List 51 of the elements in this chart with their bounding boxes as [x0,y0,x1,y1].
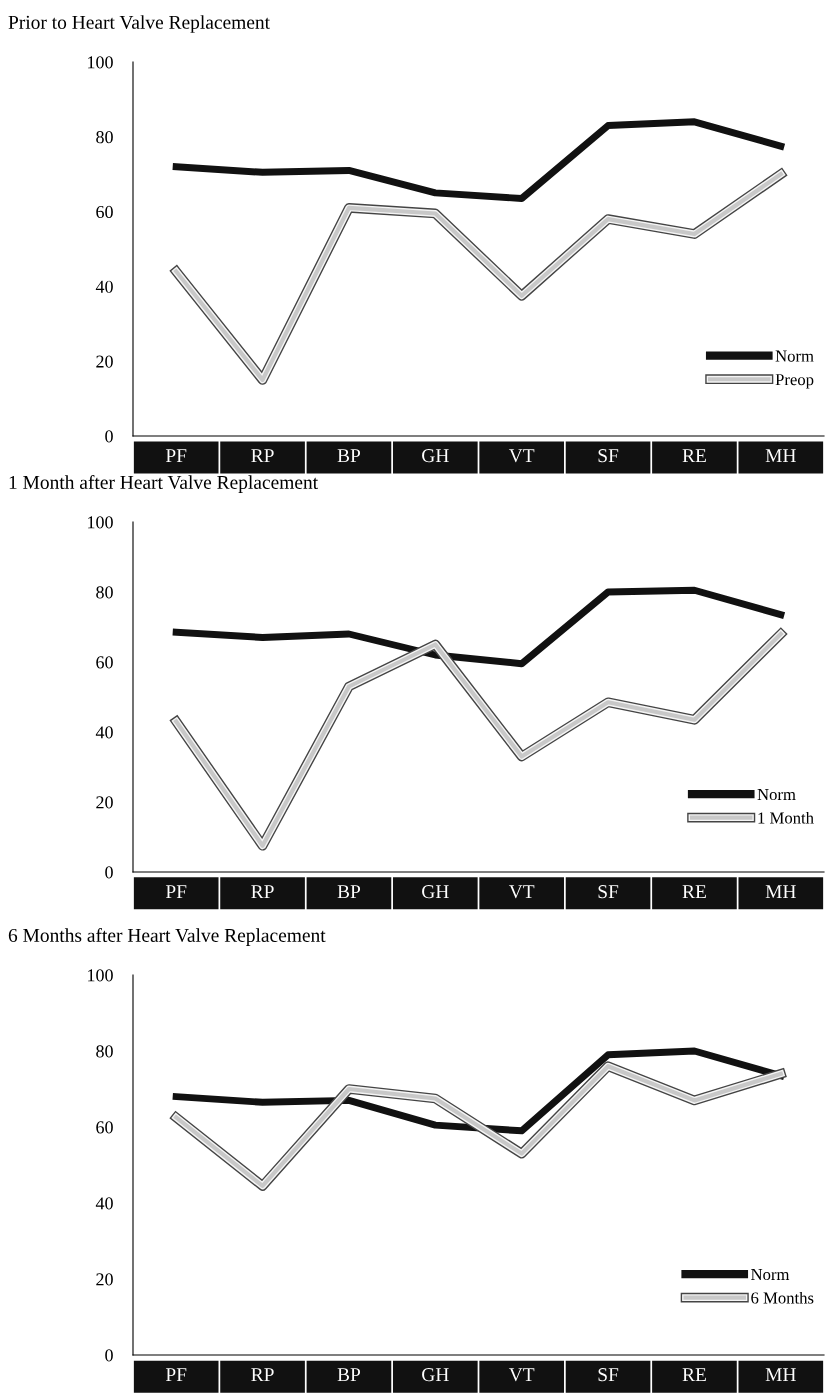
y-tick-label: 0 [105,430,113,443]
legend-label: Norm [757,788,796,801]
x-tick-label: BP [337,885,361,899]
x-tick-label: PF [165,449,187,462]
y-tick-label: 80 [96,1045,113,1058]
legend-label: Norm [751,1268,790,1281]
y-tick-label: 20 [96,796,113,809]
x-tick-label: SF [598,885,619,899]
y-tick-label: 20 [96,355,113,368]
x-tick-label: GH [422,1368,449,1382]
x-tick-label: VT [508,1368,535,1382]
x-tick-label: VT [508,885,535,899]
y-tick-label: 100 [88,516,113,529]
x-tick-label: MH [765,449,796,462]
x-tick-label: RP [251,449,274,462]
y-tick-label: 60 [96,656,113,669]
legend-label: 6 Months [751,1291,814,1304]
chart-title: 1 Month after Heart Valve Replacement [9,475,318,493]
legend-label: Preop [775,374,814,389]
x-tick-label: RE [682,449,706,462]
y-tick-label: 0 [105,866,113,879]
y-tick-label: 60 [96,1121,113,1134]
x-tick-label: RE [682,885,706,898]
y-tick-label: 40 [95,280,113,293]
x-tick-label: SF [598,449,619,463]
x-tick-label: VT [508,449,535,463]
x-tick-label: RE [682,1368,706,1381]
y-tick-label: 40 [95,1197,113,1210]
y-tick-label: 20 [96,1273,113,1286]
x-tick-label: RP [251,885,274,898]
y-tick-label: 100 [88,56,113,69]
chart-title: 6 Months after Heart Valve Replacement [8,928,326,946]
x-tick-label: MH [765,1368,796,1381]
legend-label: 1 Month [758,811,814,824]
x-tick-label: MH [765,885,796,898]
x-tick-label: PF [165,885,187,898]
chart-title: Prior to Heart Valve Replacement [8,15,270,33]
y-tick-label: 80 [96,131,113,144]
x-tick-label: BP [337,1368,361,1382]
x-tick-label: BP [337,449,361,463]
y-tick-label: 40 [95,726,113,739]
y-tick-label: 100 [88,969,113,982]
x-tick-label: PF [165,1368,187,1381]
legend-label: Norm [775,350,814,362]
x-tick-label: RP [251,1368,274,1381]
x-tick-label: GH [422,449,449,463]
x-tick-label: GH [422,885,449,899]
y-tick-label: 60 [96,205,113,219]
y-tick-label: 0 [105,1349,113,1362]
x-tick-label: SF [598,1368,619,1382]
y-tick-label: 80 [96,586,113,599]
